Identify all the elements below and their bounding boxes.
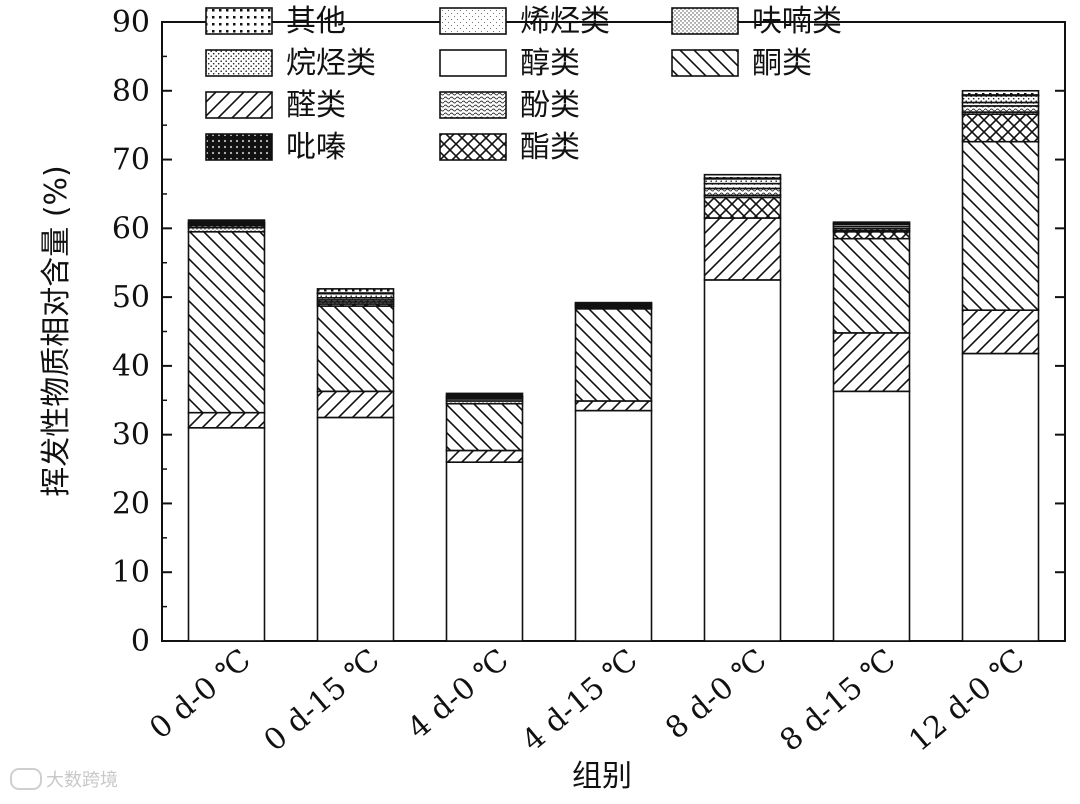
x-tick-label: 8 d-15 ℃ — [773, 642, 902, 758]
legend-label: 酯类 — [520, 130, 580, 165]
bars — [187, 89, 1040, 642]
legend-label: 呋喃类 — [752, 4, 842, 39]
bar-group — [316, 288, 395, 642]
bar-segment — [316, 305, 395, 393]
x-tick-label: 8 d-0 ℃ — [659, 642, 774, 746]
bar-segment — [187, 230, 266, 414]
legend-swatch — [439, 91, 507, 119]
bar-segment — [832, 237, 911, 334]
bar-segment — [703, 173, 782, 179]
legend-swatch — [439, 133, 507, 161]
bar-segment — [832, 332, 911, 393]
bar-segment — [961, 113, 1040, 143]
legend-item: 酮类 — [671, 46, 812, 81]
bar-segment — [445, 449, 524, 463]
legend-label: 酮类 — [752, 46, 812, 81]
bar-segment — [832, 390, 911, 642]
bar-group — [187, 219, 266, 642]
y-tick-label: 50 — [112, 280, 150, 315]
bar-group — [961, 89, 1040, 642]
bar-group — [574, 301, 653, 642]
bar-segment — [187, 411, 266, 429]
bar-segment — [574, 400, 653, 412]
bar-segment — [445, 392, 524, 397]
legend-swatch — [671, 7, 739, 35]
y-tick-label: 70 — [112, 143, 150, 178]
bar-segment — [574, 308, 653, 402]
y-tick-label: 30 — [112, 418, 150, 453]
legend-label: 酚类 — [520, 88, 580, 123]
watermark-text: 大数跨境 — [46, 770, 118, 791]
legend-label: 醇类 — [520, 46, 580, 81]
bar-segment — [316, 288, 395, 294]
legend-label: 吡嗪 — [286, 130, 346, 165]
bar-segment — [703, 279, 782, 642]
legend-item: 醇类 — [439, 46, 580, 81]
legend-item: 烷烃类 — [205, 46, 376, 81]
bar-segment — [961, 140, 1040, 311]
bar-segment — [703, 217, 782, 281]
bar-segment — [703, 187, 782, 197]
bar-segment — [187, 426, 266, 642]
x-tick-label: 12 d-0 ℃ — [902, 642, 1031, 758]
x-tick-label: 0 d-15 ℃ — [257, 642, 386, 758]
watermark-logo-icon — [10, 768, 42, 790]
x-tick-label: 4 d-15 ℃ — [515, 642, 644, 758]
bar-segment — [445, 402, 524, 452]
y-tick-label: 10 — [112, 555, 150, 590]
legend-label: 醛类 — [286, 88, 346, 123]
legend-item: 呋喃类 — [671, 4, 842, 39]
bar-group — [703, 173, 782, 642]
bar-segment — [316, 390, 395, 419]
legend-swatch — [205, 133, 273, 161]
bar-group — [445, 392, 524, 642]
legend-item: 其他 — [205, 4, 346, 39]
legend-item: 酚类 — [439, 88, 580, 123]
bar-segment — [961, 89, 1040, 96]
legend-item: 烯烃类 — [439, 4, 610, 39]
bar-segment — [445, 461, 524, 642]
bar-segment — [832, 221, 911, 225]
y-tick-label: 20 — [112, 486, 150, 521]
bar-segment — [961, 352, 1040, 642]
y-tick-label: 60 — [112, 211, 150, 246]
bar-segment — [574, 301, 653, 305]
legend-label: 其他 — [286, 4, 346, 39]
y-tick-label: 90 — [112, 5, 150, 40]
watermark: 大数跨境 — [10, 766, 118, 792]
legend-swatch — [205, 7, 273, 35]
bar-segment — [961, 309, 1040, 355]
x-axis-title: 组别 — [572, 759, 632, 794]
legend-swatch — [439, 7, 507, 35]
legend-label: 烷烃类 — [286, 46, 376, 81]
legend-item: 吡嗪 — [205, 130, 346, 165]
y-axis-title: 挥发性物质相对含量 (%) — [39, 165, 74, 496]
y-axis: 0 10 20 30 40 50 60 70 80 90 — [112, 5, 1065, 659]
legend-swatch — [439, 49, 507, 77]
bar-segment — [961, 105, 1040, 113]
bar-segment — [316, 416, 395, 642]
y-tick-label: 80 — [112, 74, 150, 109]
x-tick-label: 4 d-0 ℃ — [401, 642, 516, 746]
legend-label: 烯烃类 — [520, 4, 610, 39]
legend-swatch — [205, 49, 273, 77]
x-tick-label: 0 d-0 ℃ — [143, 642, 258, 746]
y-tick-label: 0 — [131, 624, 150, 659]
x-axis: 0 d-0 ℃ 0 d-15 ℃ 4 d-0 ℃ 4 d-15 ℃ 8 d-0 ℃ 8 d… — [143, 631, 1032, 759]
bar-segment — [832, 230, 911, 240]
bar-segment — [703, 196, 782, 219]
bar-segment — [961, 94, 1040, 104]
legend-swatch — [671, 49, 739, 77]
legend-swatch — [205, 91, 273, 119]
bar-segment — [187, 219, 266, 224]
legend-item: 醛类 — [205, 88, 346, 123]
bar-group — [832, 221, 911, 642]
legend-item: 酯类 — [439, 130, 580, 165]
bar-segment — [574, 409, 653, 642]
y-tick-label: 40 — [112, 349, 150, 384]
